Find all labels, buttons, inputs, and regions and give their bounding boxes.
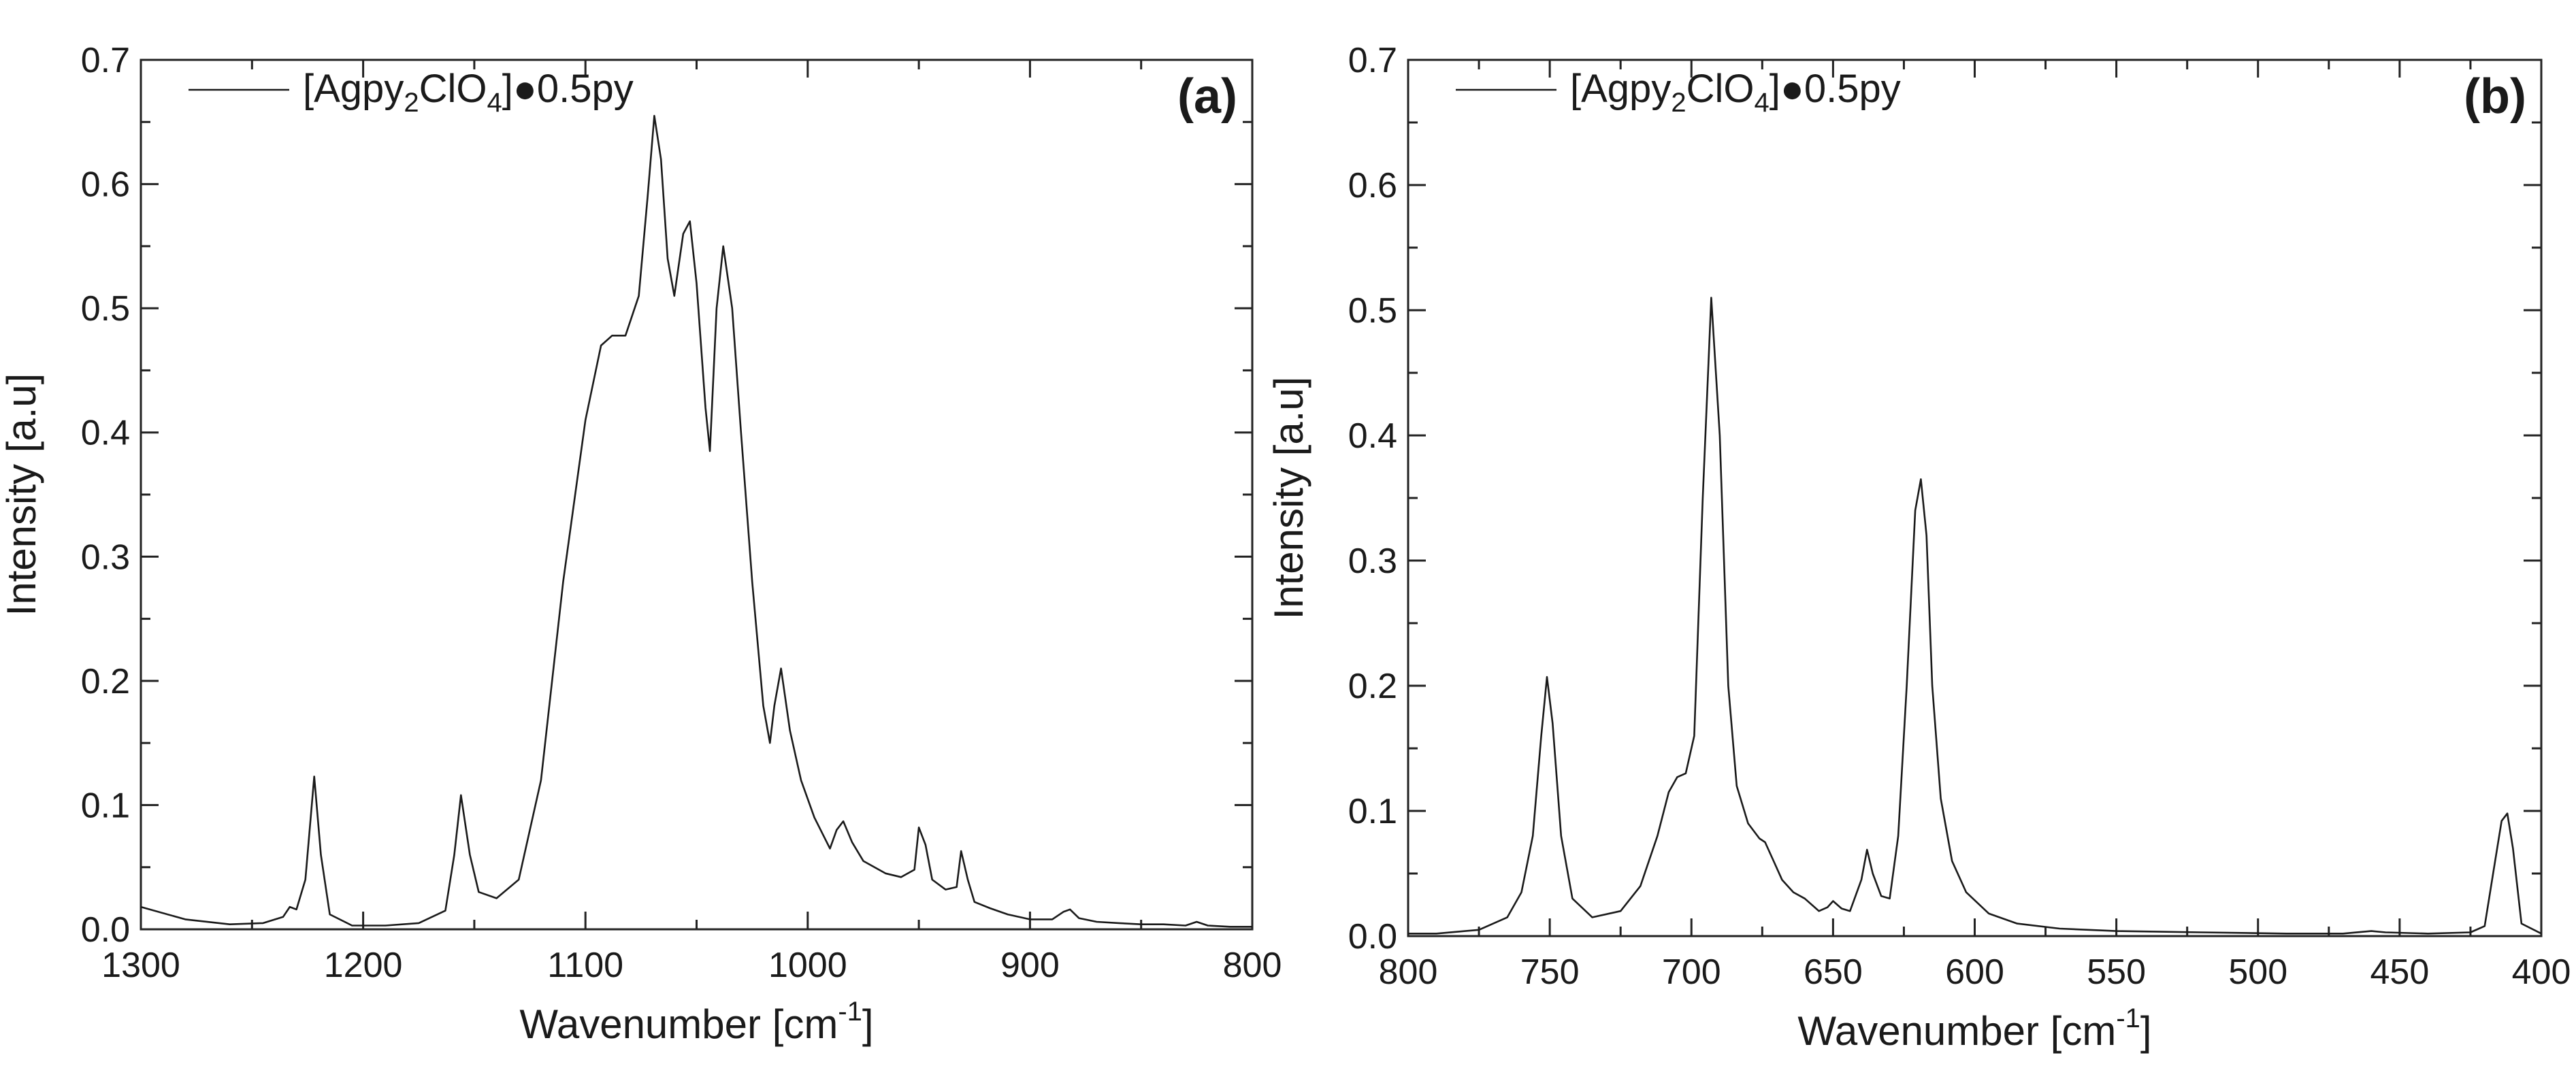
x-tick-label: 750 bbox=[1520, 952, 1580, 992]
legend-part: ClO bbox=[1686, 67, 1755, 111]
legend-part: [Agpy bbox=[1570, 67, 1671, 111]
legend-sub: 4 bbox=[1754, 88, 1769, 118]
y-tick-label: 0.2 bbox=[1348, 667, 1397, 706]
x-axis-title: Wavenumber [cm-1] bbox=[519, 997, 873, 1047]
y-tick-label: 0.1 bbox=[81, 786, 130, 825]
panel-tag: (a) bbox=[1177, 69, 1237, 124]
panel-b: 0.0 0.1 0.2 0.3 0.4 0.5 0.6 0.7 800 750 700 650 600 5… bbox=[1266, 41, 2571, 1054]
x-tick-label: 450 bbox=[2370, 952, 2429, 992]
y-tick-label: 0.0 bbox=[1348, 917, 1397, 957]
plot-frame bbox=[1407, 59, 2543, 937]
x-tick-label: 650 bbox=[1804, 952, 1863, 992]
panel-tag: (b) bbox=[2464, 69, 2526, 124]
x-tick-label: 700 bbox=[1662, 952, 1721, 992]
series-line bbox=[140, 114, 1252, 928]
x-axis-title-sup: -1 bbox=[838, 997, 862, 1027]
x-axis-title-sup: -1 bbox=[2116, 1003, 2140, 1033]
y-axis-title: Intensity [a.u] bbox=[1266, 377, 1311, 620]
y-tick-label: 0.6 bbox=[1348, 166, 1397, 205]
y-tick-label: 0.4 bbox=[81, 414, 130, 453]
y-tick-label: 0.7 bbox=[1348, 41, 1397, 80]
y-tick-label: 0.6 bbox=[81, 165, 130, 205]
x-tick-label: 1100 bbox=[547, 946, 623, 985]
x-tick-label: 800 bbox=[1379, 952, 1438, 992]
x-axis-title-text: Wavenumber [cm bbox=[1797, 1008, 2116, 1054]
y-tick-label: 0.2 bbox=[81, 662, 130, 701]
legend-sub: 2 bbox=[404, 88, 419, 118]
y-tick-label: 0.0 bbox=[81, 910, 130, 950]
y-tick-label: 0.3 bbox=[1348, 542, 1397, 581]
x-axis-title-suffix: ] bbox=[862, 1001, 874, 1047]
x-axis-title-suffix: ] bbox=[2140, 1008, 2152, 1054]
y-tick-label: 0.7 bbox=[81, 41, 130, 80]
legend-part: ]●0.5py bbox=[502, 67, 634, 111]
x-tick-label: 900 bbox=[1000, 946, 1060, 985]
legend-part: ]●0.5py bbox=[1770, 67, 1901, 111]
y-tick-label: 0.3 bbox=[81, 537, 130, 577]
plot-frame bbox=[140, 59, 1254, 931]
x-tick-label: 600 bbox=[1945, 952, 2004, 992]
panel-a: 0.0 0.1 0.2 0.3 0.4 0.5 0.6 0.7 1300 1200 1100 1000… bbox=[0, 41, 1282, 1047]
x-tick-label: 550 bbox=[2087, 952, 2146, 992]
legend-label: [Agpy2ClO4]●0.5py bbox=[303, 67, 634, 118]
legend-part: [Agpy bbox=[303, 67, 404, 111]
y-axis-title: Intensity [a.u] bbox=[0, 373, 44, 616]
y-tick-label: 0.5 bbox=[81, 289, 130, 329]
x-tick-label: 1000 bbox=[768, 946, 847, 985]
x-tick-label: 500 bbox=[2228, 952, 2287, 992]
x-tick-label: 800 bbox=[1223, 946, 1282, 985]
x-tick-label: 1300 bbox=[101, 946, 180, 985]
legend-part: ClO bbox=[419, 67, 487, 111]
legend-sub: 2 bbox=[1671, 88, 1686, 118]
x-axis-title: Wavenumber [cm-1] bbox=[1797, 1003, 2151, 1054]
legend-sub: 4 bbox=[487, 88, 502, 118]
series-line bbox=[1408, 297, 2542, 935]
y-tick-label: 0.4 bbox=[1348, 416, 1397, 456]
y-tick-label: 0.1 bbox=[1348, 792, 1397, 831]
x-axis-title-text: Wavenumber [cm bbox=[519, 1001, 838, 1047]
x-tick-label: 1200 bbox=[324, 946, 403, 985]
legend-label: [Agpy2ClO4]●0.5py bbox=[1570, 67, 1901, 118]
y-tick-label: 0.5 bbox=[1348, 291, 1397, 331]
x-tick-label: 400 bbox=[2512, 952, 2571, 992]
